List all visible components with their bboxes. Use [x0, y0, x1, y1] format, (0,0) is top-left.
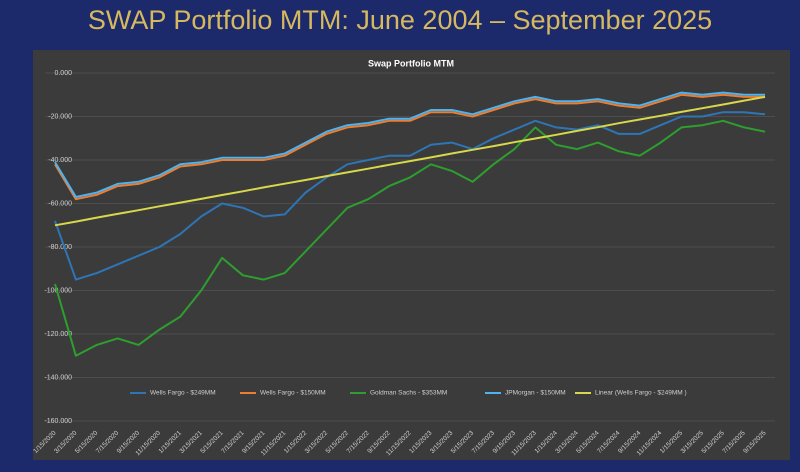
- y-tick-label: -20.000: [48, 113, 72, 120]
- legend-label: Linear (Wells Fargo - $249MM ): [595, 390, 687, 397]
- chart-title: Swap Portfolio MTM: [368, 58, 454, 68]
- legend-label: Wells Fargo - $249MM: [150, 390, 216, 397]
- y-tick-label: -120.000: [44, 331, 72, 338]
- y-tick-label: -140.000: [44, 374, 72, 381]
- legend-label: JPMorgan - $150MM: [505, 390, 566, 397]
- y-tick-label: 0.000: [54, 70, 72, 77]
- series-line: [54, 91, 765, 198]
- y-tick-label: -60.000: [48, 200, 72, 207]
- series-line: [54, 93, 765, 201]
- y-tick-label: -100.000: [44, 287, 72, 294]
- legend-label: Goldman Sachs - $353MM: [370, 390, 447, 397]
- series-line: [54, 119, 766, 357]
- legend-label: Wells Fargo - $150MM: [260, 390, 326, 397]
- series-line: [54, 95, 766, 227]
- y-tick-label: -80.000: [48, 244, 72, 251]
- y-tick-label: -160.000: [44, 418, 72, 425]
- y-tick-label: -40.000: [48, 157, 72, 164]
- chart-area: [33, 50, 790, 460]
- series-line: [54, 111, 766, 281]
- slide-title: SWAP Portfolio MTM: June 2004 – Septembe…: [88, 5, 712, 35]
